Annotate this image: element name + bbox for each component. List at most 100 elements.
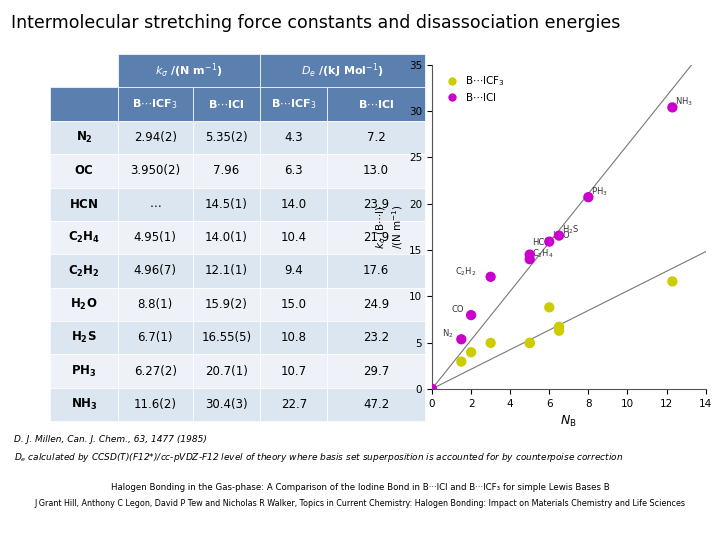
Point <box>524 339 536 347</box>
Text: 6.3: 6.3 <box>284 164 303 177</box>
Point <box>524 250 536 259</box>
Text: HCN: HCN <box>533 238 551 247</box>
Text: $\mathbf{H_2S}$: $\mathbf{H_2S}$ <box>71 330 97 345</box>
Text: 15.0: 15.0 <box>281 298 307 311</box>
Point <box>553 322 564 331</box>
Text: $\mathbf{H_2O}$: $\mathbf{H_2O}$ <box>71 297 98 312</box>
Text: NH$_3$: NH$_3$ <box>675 96 693 108</box>
Bar <box>118 187 193 221</box>
Text: $\mathbf{N_2}$: $\mathbf{N_2}$ <box>76 130 93 145</box>
Text: 15.9(2): 15.9(2) <box>205 298 248 311</box>
Text: 22.7: 22.7 <box>281 398 307 411</box>
Text: 7.96: 7.96 <box>213 164 240 177</box>
Bar <box>328 221 425 254</box>
Text: 21.9: 21.9 <box>363 231 390 244</box>
Bar <box>50 254 118 288</box>
Bar <box>118 221 193 254</box>
Text: J Grant Hill, Anthony C Legon, David P Tew and Nicholas R Walker, Topics in Curr: J Grant Hill, Anthony C Legon, David P T… <box>35 500 685 509</box>
Text: H$_2$S: H$_2$S <box>562 224 579 237</box>
Bar <box>193 321 260 354</box>
Text: $D_e$ /(kJ Mol$^{-1}$): $D_e$ /(kJ Mol$^{-1}$) <box>301 62 384 80</box>
Bar <box>328 321 425 354</box>
Text: 12.1(1): 12.1(1) <box>205 265 248 278</box>
Text: 3.950(2): 3.950(2) <box>130 164 180 177</box>
Text: 23.2: 23.2 <box>363 331 390 344</box>
Text: 10.8: 10.8 <box>281 331 307 344</box>
Text: $D_e$ calculated by CCSD(T)(F12*)/cc-pVDZ-F12 level of theory where basis set su: $D_e$ calculated by CCSD(T)(F12*)/cc-pVD… <box>14 451 624 464</box>
Text: 14.0(1): 14.0(1) <box>205 231 248 244</box>
Bar <box>118 288 193 321</box>
Bar <box>328 187 425 221</box>
Text: B$\cdots$ICF$_3$: B$\cdots$ICF$_3$ <box>271 97 317 111</box>
Bar <box>260 154 328 187</box>
Text: 2.94(2): 2.94(2) <box>134 131 176 144</box>
Bar <box>118 54 260 87</box>
Point <box>553 231 564 240</box>
Point <box>582 193 594 201</box>
Text: 11.6(2): 11.6(2) <box>134 398 176 411</box>
X-axis label: $\mathit{N}_\mathrm{B}$: $\mathit{N}_\mathrm{B}$ <box>560 414 577 429</box>
Text: $\mathbf{C_2H_2}$: $\mathbf{C_2H_2}$ <box>68 264 100 279</box>
Bar <box>50 54 118 87</box>
Point <box>456 335 467 343</box>
Text: $\mathbf{NH_3}$: $\mathbf{NH_3}$ <box>71 397 97 412</box>
Bar <box>193 354 260 388</box>
Bar <box>193 254 260 288</box>
Text: 9.4: 9.4 <box>284 265 303 278</box>
Bar <box>260 87 328 121</box>
Text: 24.9: 24.9 <box>363 298 390 311</box>
Point <box>544 237 555 246</box>
Text: PH$_3$: PH$_3$ <box>591 185 608 198</box>
Point <box>524 339 536 347</box>
Text: $k_\sigma$ /(N m$^{-1}$): $k_\sigma$ /(N m$^{-1}$) <box>156 62 222 80</box>
Bar <box>260 288 328 321</box>
Point <box>524 255 536 264</box>
Bar <box>193 221 260 254</box>
Text: 14.5(1): 14.5(1) <box>205 198 248 211</box>
Point <box>667 277 678 286</box>
Bar <box>118 254 193 288</box>
Bar <box>118 154 193 187</box>
Text: 47.2: 47.2 <box>363 398 390 411</box>
Text: $\mathbf{OC}$: $\mathbf{OC}$ <box>74 164 94 177</box>
Bar <box>50 354 118 388</box>
Text: 6.7(1): 6.7(1) <box>138 331 173 344</box>
Bar <box>328 388 425 421</box>
Bar <box>328 254 425 288</box>
Bar <box>328 121 425 154</box>
Point <box>544 303 555 312</box>
Text: 29.7: 29.7 <box>363 364 390 377</box>
Bar <box>328 288 425 321</box>
Bar <box>50 154 118 187</box>
Text: 5.35(2): 5.35(2) <box>205 131 248 144</box>
Text: 14.0: 14.0 <box>281 198 307 211</box>
Text: 10.7: 10.7 <box>281 364 307 377</box>
Text: 16.55(5): 16.55(5) <box>202 331 251 344</box>
Point <box>667 103 678 112</box>
Text: 4.3: 4.3 <box>284 131 303 144</box>
Text: $\mathbf{C_2H_4}$: $\mathbf{C_2H_4}$ <box>68 230 100 245</box>
Bar <box>328 154 425 187</box>
Text: 4.96(7): 4.96(7) <box>134 265 176 278</box>
Text: 4.95(1): 4.95(1) <box>134 231 176 244</box>
Bar <box>118 87 193 121</box>
Bar <box>260 221 328 254</box>
Bar <box>260 54 425 87</box>
Text: $\mathbf{PH_3}$: $\mathbf{PH_3}$ <box>71 363 97 379</box>
Bar <box>118 388 193 421</box>
Text: Intermolecular stretching force constants and disassociation energies: Intermolecular stretching force constant… <box>11 14 620 31</box>
Text: $\mathbf{HCN}$: $\mathbf{HCN}$ <box>69 198 99 211</box>
Bar <box>260 354 328 388</box>
Text: 20.7(1): 20.7(1) <box>205 364 248 377</box>
Text: CO: CO <box>451 305 464 314</box>
Bar <box>50 221 118 254</box>
Bar <box>50 288 118 321</box>
Bar <box>328 354 425 388</box>
Text: 10.4: 10.4 <box>281 231 307 244</box>
Text: B$\cdots$ICl: B$\cdots$ICl <box>208 98 245 110</box>
Text: 30.4(3): 30.4(3) <box>205 398 248 411</box>
Text: 8.8(1): 8.8(1) <box>138 298 173 311</box>
Text: 13.0: 13.0 <box>363 164 389 177</box>
Bar <box>193 154 260 187</box>
Point <box>553 327 564 335</box>
